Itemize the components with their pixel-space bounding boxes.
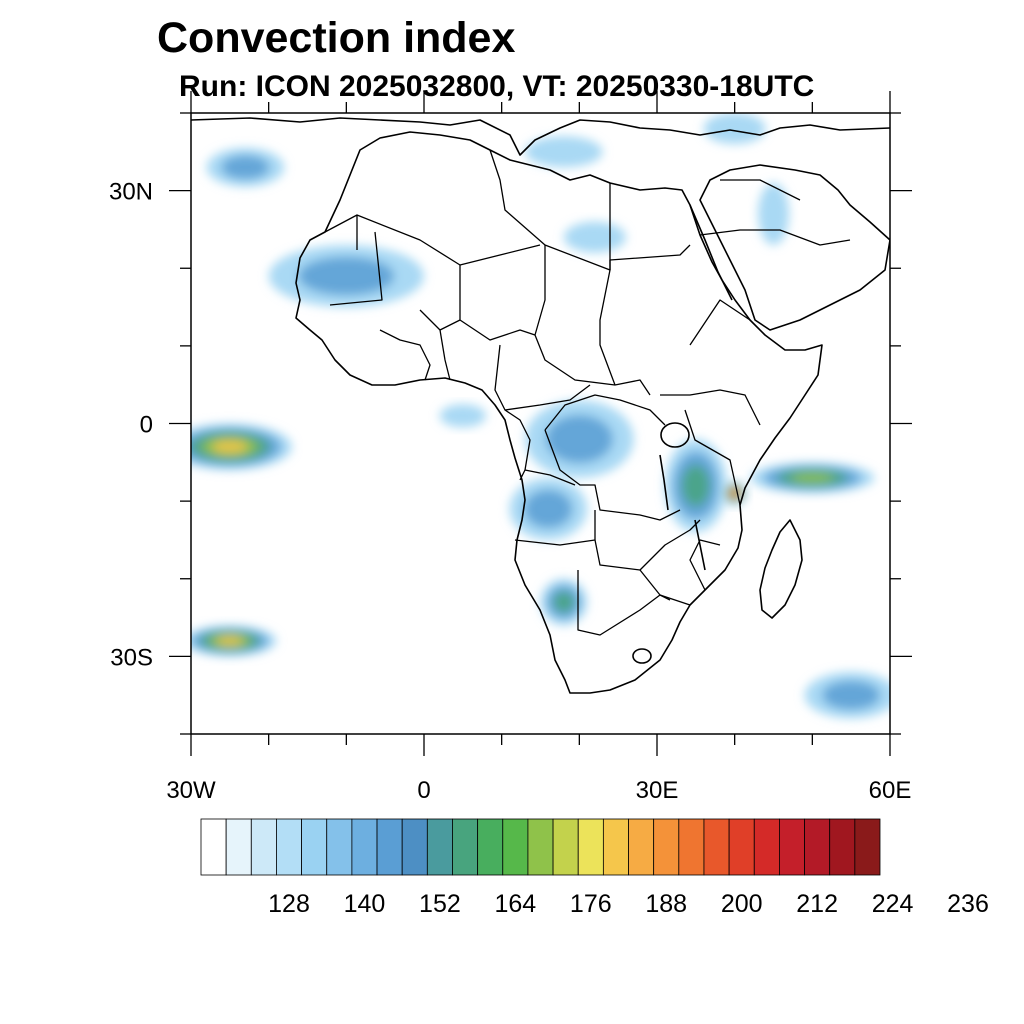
colorbar-box [326,818,353,876]
convection-contour [298,256,395,296]
colorbar-box [250,818,277,876]
arabia-coastline [699,164,890,331]
convection-contour [524,136,603,168]
y-tick-label: 30N [109,179,153,206]
convection-contour [563,221,626,253]
map-title: Convection index [157,14,516,62]
colorbar-box [552,818,579,876]
convection-area [191,423,292,471]
convection-contour [524,489,573,528]
convection-contour [790,472,834,484]
convection-contour [553,591,575,613]
colorbar: 128 140 152 164 176 188 200 212 224 236 [200,818,989,918]
colorbar-label: 152 [419,890,461,918]
convection-area [664,439,727,533]
europe-coastline [191,117,890,156]
colorbar-box [829,818,856,876]
colorbar-box [854,818,881,876]
convection-contour [439,404,487,428]
convection-contour [216,636,244,646]
convection-contour [822,680,880,710]
colorbar-box [527,818,554,876]
colorbar-box [703,818,730,876]
lake-victoria [660,422,690,448]
convection-contour [732,490,738,496]
convection-area [563,221,626,253]
y-tick-label: 0 [140,412,153,439]
red-sea-coastline [689,204,733,301]
colorbar-label: 224 [872,890,914,918]
colorbar-label: 176 [570,890,612,918]
colorbar-box [502,818,529,876]
colorbar-box [753,818,780,876]
colorbar-box [376,818,403,876]
convection-contour [212,440,248,454]
colorbar-label: 140 [344,890,386,918]
convection-area [804,671,890,719]
colorbar-box [452,818,479,876]
colorbar-box [276,818,302,876]
convection-area [540,578,588,626]
colorbar-box [577,818,604,876]
colorbar-box [804,818,831,876]
colorbar-box [225,818,252,876]
x-tick-label: 30W [166,777,216,804]
x-tick-label: 30E [636,777,679,804]
colorbar-box [401,818,428,876]
convection-area [703,113,766,145]
map-subtitle: Run: ICON 2025032800, VT: 20250330-18UTC [179,70,815,103]
convection-area [206,147,285,187]
africa-coastline [295,131,823,694]
colorbar-label: 164 [494,890,536,918]
convection-area [191,625,277,657]
colorbar-box [200,818,227,876]
colorbar-label: 212 [796,890,838,918]
colorbar-label: 200 [721,890,763,918]
convection-area [439,404,487,428]
colorbar-box [779,818,805,876]
convection-contour [682,464,710,507]
colorbar-label: 236 [947,890,989,918]
madagascar-coastline [759,519,803,619]
convection-contour [221,155,270,180]
country-borders [324,149,851,636]
y-tick-label: 30S [110,644,153,671]
convection-area [509,477,588,540]
convection-contour [703,113,766,145]
colorbar-box [628,818,655,876]
colorbar-label: 188 [645,890,687,918]
axis-ticks: 30W 0 30E 60E 30N 0 30S [109,91,912,804]
convection-area [524,136,603,168]
x-tick-label: 60E [869,777,912,804]
colorbar-box [602,818,629,876]
convection-area [750,462,875,494]
convection-area [268,244,424,308]
colorbar-box [678,818,705,876]
colorbar-box [301,818,328,876]
lesotho-border [632,648,652,664]
x-tick-label: 0 [417,777,430,804]
coastlines-and-borders [191,117,890,694]
colorbar-box [653,818,680,876]
colorbar-box [477,818,504,876]
convection-area [524,400,634,478]
great-lakes [659,454,706,571]
colorbar-box [728,818,755,876]
colorbar-box [426,818,453,876]
colorbar-box [351,818,378,876]
colorbar-label: 128 [268,890,310,918]
convection-contour [545,415,613,463]
convection-index-field [191,113,890,719]
